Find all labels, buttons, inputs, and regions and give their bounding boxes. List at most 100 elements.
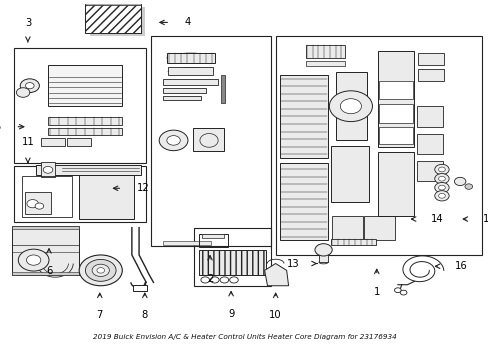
Text: 12: 12 xyxy=(137,183,149,193)
Bar xyxy=(12,226,79,275)
Bar xyxy=(193,128,224,151)
Text: 2019 Buick Envision A/C & Heater Control Units Heater Core Diagram for 23176934: 2019 Buick Envision A/C & Heater Control… xyxy=(92,334,396,340)
Text: 9: 9 xyxy=(227,309,234,319)
Bar xyxy=(48,128,122,135)
Ellipse shape xyxy=(438,176,445,181)
Text: 1: 1 xyxy=(373,287,379,297)
Ellipse shape xyxy=(340,99,361,114)
Bar xyxy=(199,250,265,275)
Bar xyxy=(21,176,72,217)
Bar xyxy=(48,117,122,125)
Text: 6: 6 xyxy=(46,266,52,276)
Bar xyxy=(364,216,395,240)
Ellipse shape xyxy=(79,255,122,286)
Text: 5: 5 xyxy=(0,122,1,132)
Polygon shape xyxy=(264,264,288,286)
Ellipse shape xyxy=(464,184,471,189)
Bar xyxy=(36,165,141,175)
Bar xyxy=(163,79,218,85)
Ellipse shape xyxy=(229,277,238,283)
Bar xyxy=(275,36,481,255)
Bar xyxy=(318,250,328,262)
Ellipse shape xyxy=(26,255,41,265)
Text: 14: 14 xyxy=(429,214,442,224)
Text: 7: 7 xyxy=(97,310,103,320)
Bar xyxy=(305,45,345,58)
Bar xyxy=(167,67,213,76)
Ellipse shape xyxy=(85,260,116,281)
Text: 4: 4 xyxy=(184,17,190,27)
Bar xyxy=(163,240,210,245)
Bar xyxy=(194,228,270,286)
Bar xyxy=(335,72,366,140)
Bar xyxy=(199,234,227,247)
Bar xyxy=(417,68,444,81)
Ellipse shape xyxy=(438,167,445,172)
Ellipse shape xyxy=(399,290,406,295)
Ellipse shape xyxy=(25,82,34,89)
Text: 11: 11 xyxy=(21,137,34,147)
Ellipse shape xyxy=(394,288,400,293)
Ellipse shape xyxy=(20,79,40,93)
Bar xyxy=(280,163,327,240)
Bar xyxy=(15,166,146,222)
Bar xyxy=(377,51,413,147)
Bar xyxy=(15,48,146,163)
Bar xyxy=(41,138,64,145)
Text: 15: 15 xyxy=(482,214,488,224)
Bar xyxy=(221,76,225,103)
Bar xyxy=(166,53,214,63)
Ellipse shape xyxy=(201,277,209,283)
Bar xyxy=(330,145,368,202)
Ellipse shape xyxy=(220,277,228,283)
Ellipse shape xyxy=(17,88,30,97)
Ellipse shape xyxy=(43,166,53,173)
Ellipse shape xyxy=(166,136,180,145)
Ellipse shape xyxy=(434,183,448,193)
Bar xyxy=(163,96,201,100)
Ellipse shape xyxy=(159,130,187,151)
Bar xyxy=(378,127,412,144)
Bar xyxy=(416,106,443,127)
Bar xyxy=(85,3,140,5)
Bar xyxy=(67,138,91,145)
Bar xyxy=(378,104,412,123)
Bar xyxy=(417,53,444,65)
Text: 10: 10 xyxy=(269,310,282,320)
Ellipse shape xyxy=(35,203,43,209)
Text: 8: 8 xyxy=(142,310,148,320)
Bar xyxy=(90,7,145,36)
Bar xyxy=(330,239,376,245)
Bar xyxy=(25,192,51,214)
Bar xyxy=(416,161,443,181)
Bar xyxy=(280,76,327,158)
Ellipse shape xyxy=(97,267,104,273)
Ellipse shape xyxy=(210,277,219,283)
Bar xyxy=(378,81,412,99)
Bar xyxy=(202,234,224,238)
Text: 2: 2 xyxy=(206,274,213,284)
Bar xyxy=(85,4,140,33)
Ellipse shape xyxy=(328,91,372,122)
Text: 16: 16 xyxy=(453,261,466,271)
Ellipse shape xyxy=(18,249,49,271)
Ellipse shape xyxy=(434,164,448,175)
Ellipse shape xyxy=(438,185,445,190)
Ellipse shape xyxy=(438,193,445,198)
Ellipse shape xyxy=(314,244,331,256)
Bar xyxy=(48,65,122,106)
Text: 3: 3 xyxy=(25,18,31,28)
Bar xyxy=(12,226,79,229)
Ellipse shape xyxy=(434,191,448,201)
Bar xyxy=(377,152,413,216)
Bar xyxy=(163,88,206,93)
Bar xyxy=(331,216,362,240)
Bar xyxy=(79,175,134,219)
Bar xyxy=(41,162,55,177)
Bar xyxy=(416,134,443,154)
Ellipse shape xyxy=(27,199,39,208)
Bar xyxy=(133,285,147,291)
Bar xyxy=(305,61,345,66)
Text: 13: 13 xyxy=(286,258,299,269)
Ellipse shape xyxy=(434,174,448,184)
